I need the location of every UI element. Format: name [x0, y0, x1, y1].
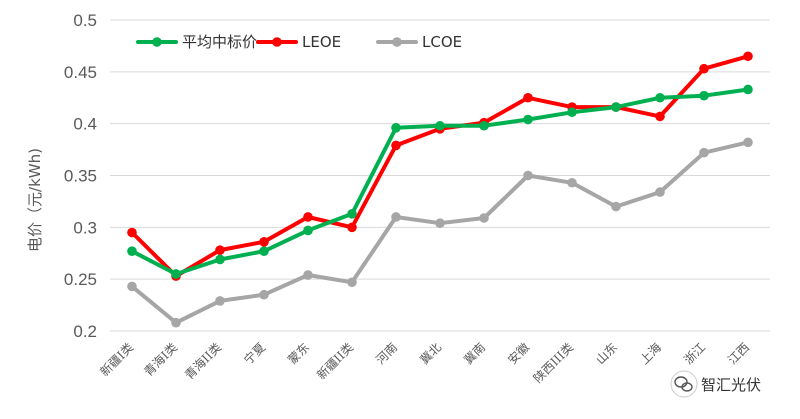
data-point	[215, 245, 225, 255]
y-axis-label: 电价（元/kWh)	[26, 148, 44, 252]
legend: 平均中标价 LEOE LCOE	[136, 33, 462, 51]
legend-swatch-marker	[272, 37, 282, 47]
legend-label: 平均中标价	[182, 33, 257, 51]
data-point	[391, 123, 401, 133]
data-point	[479, 120, 489, 131]
x-tick-label: 新疆II类	[313, 340, 356, 383]
data-point	[303, 225, 313, 236]
legend-item: LEOE	[256, 33, 341, 51]
series-LCOE	[127, 137, 753, 328]
y-tick-label: 0.25	[64, 270, 97, 289]
legend-swatch-marker	[152, 37, 162, 47]
series-line	[130, 140, 750, 325]
y-tick-label: 0.4	[73, 115, 97, 134]
x-tick-label: 青海I类	[141, 340, 180, 379]
data-point	[611, 102, 621, 112]
y-tick-label: 0.5	[73, 11, 97, 30]
data-point	[699, 147, 709, 158]
x-tick-label: 上海	[637, 340, 665, 368]
data-point	[391, 140, 401, 151]
x-tick-label: 浙江	[681, 340, 708, 367]
data-point	[743, 137, 753, 148]
data-point	[347, 222, 357, 233]
data-point	[215, 254, 225, 265]
gridlines	[110, 19, 770, 332]
y-tick-label: 0.35	[64, 167, 97, 186]
data-point	[127, 246, 137, 256]
data-point	[655, 187, 665, 197]
data-point	[127, 281, 137, 292]
data-point	[523, 170, 533, 181]
data-point	[127, 227, 137, 238]
y-axis-ticks: 0.2 0.25 0.3 0.35 0.4 0.45 0.5	[64, 11, 97, 341]
data-point	[523, 114, 533, 125]
data-point	[259, 289, 269, 300]
data-point	[699, 63, 709, 74]
data-point	[435, 218, 445, 228]
x-tick-label: 冀南	[461, 340, 489, 368]
data-point	[435, 120, 445, 131]
data-point	[171, 269, 181, 279]
legend-item: 平均中标价	[136, 33, 257, 51]
data-point	[567, 177, 577, 188]
y-tick-label: 0.3	[73, 218, 97, 237]
data-point	[523, 92, 533, 103]
x-tick-label: 安徽	[505, 340, 533, 368]
series-line	[130, 54, 750, 279]
y-tick-label: 0.45	[64, 63, 97, 82]
data-point	[611, 201, 621, 212]
data-point	[391, 212, 401, 222]
data-point	[567, 107, 577, 118]
x-tick-label: 宁夏	[241, 340, 269, 368]
legend-item: LCOE	[376, 33, 462, 51]
legend-label: LEOE	[302, 33, 341, 51]
data-point	[347, 277, 357, 288]
data-point	[303, 212, 313, 222]
x-tick-label: 河南	[373, 340, 401, 368]
watermark: 智汇光伏	[670, 370, 761, 398]
x-tick-label: 江西	[725, 340, 752, 367]
data-point	[479, 213, 489, 223]
wechat-icon	[674, 376, 693, 392]
series-group	[127, 51, 753, 328]
series-LEOE	[127, 51, 753, 281]
data-point	[699, 90, 709, 101]
data-point	[303, 270, 313, 280]
x-tick-label: 冀北	[417, 340, 444, 367]
data-point	[743, 84, 753, 95]
data-point	[743, 51, 753, 62]
legend-swatch-marker	[392, 37, 402, 47]
y-tick-label: 0.2	[73, 322, 97, 341]
x-tick-label: 陕西III类	[530, 340, 576, 386]
x-tick-label: 蒙东	[285, 340, 312, 367]
data-point	[655, 111, 665, 122]
x-tick-label: 新疆I类	[97, 340, 136, 379]
x-tick-label: 山东	[593, 340, 620, 367]
legend-label: LCOE	[422, 33, 462, 51]
data-point	[655, 92, 665, 103]
series-平均中标价	[127, 84, 753, 279]
data-point	[259, 246, 269, 256]
data-point	[259, 237, 269, 247]
data-point	[215, 296, 225, 306]
watermark-text: 智汇光伏	[701, 376, 761, 394]
data-point	[171, 317, 181, 328]
data-point	[347, 209, 357, 219]
x-tick-label: 青海II类	[181, 340, 224, 383]
